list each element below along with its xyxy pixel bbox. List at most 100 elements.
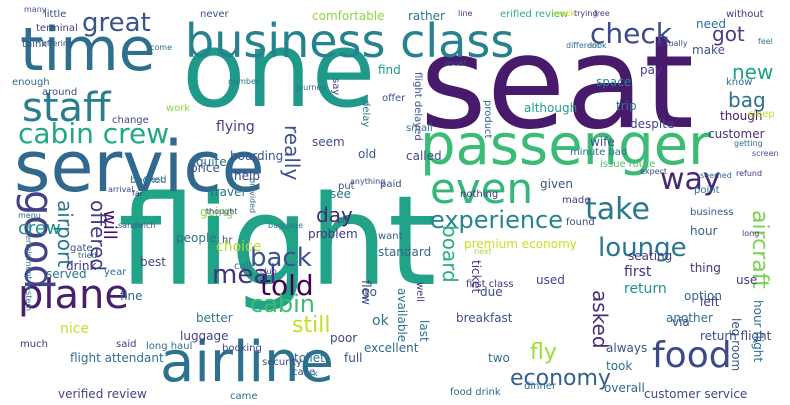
word-tried: tried xyxy=(78,251,97,260)
word-know: know xyxy=(726,77,753,88)
word-leg-room: leg room xyxy=(729,318,743,372)
word-delay: delay xyxy=(360,100,371,128)
word-economy: economy xyxy=(510,366,611,391)
word-security: security xyxy=(262,357,302,368)
word-excellent: excellent xyxy=(364,341,419,355)
word-really: really xyxy=(280,125,304,181)
word-business: business xyxy=(690,207,734,218)
word-pay: pay xyxy=(640,63,663,77)
word-business-class: business class xyxy=(185,14,515,68)
word-price: price xyxy=(190,161,220,175)
word-breakfast: breakfast xyxy=(456,311,513,325)
word-small: small xyxy=(406,123,433,134)
word-although: although xyxy=(524,101,578,115)
word-boarding: boarding xyxy=(230,149,284,163)
word-journey: journey xyxy=(296,83,327,92)
word-year: year xyxy=(104,267,127,278)
word-check: check xyxy=(590,17,672,50)
word-will: will xyxy=(99,210,120,240)
word-least: least xyxy=(144,175,164,184)
word-via: via xyxy=(672,315,690,329)
word-despite: despite xyxy=(630,117,675,131)
word-offer: offer xyxy=(382,93,406,104)
word-help: help xyxy=(234,169,260,183)
word-called: called xyxy=(406,149,442,163)
word-many: many xyxy=(24,5,47,14)
word-come: come xyxy=(150,43,173,52)
word-overall: overall xyxy=(604,381,645,395)
word-fly: fly xyxy=(530,340,557,365)
word-club: club xyxy=(260,267,277,276)
word-feel: feel xyxy=(758,37,773,46)
word-work: work xyxy=(166,103,191,114)
word-food: food xyxy=(652,335,732,376)
word-still: still xyxy=(292,313,331,338)
word-cabin-crew: cabin crew xyxy=(18,117,170,150)
word-want: want xyxy=(378,231,403,242)
word-due: due xyxy=(480,285,503,299)
word-offered: offered xyxy=(86,200,110,272)
word-old: old xyxy=(358,147,377,161)
word-even: even xyxy=(430,164,534,213)
word-product: product xyxy=(482,100,493,139)
word-free: free xyxy=(594,9,610,18)
word-better: better xyxy=(196,311,233,325)
word-entertainment-system: entertainment system xyxy=(24,222,33,312)
word-go: go xyxy=(362,285,377,299)
word-wife: wife xyxy=(590,135,615,149)
word-use: use xyxy=(736,273,758,287)
word-space: space xyxy=(596,75,632,89)
word-drink: drink xyxy=(66,259,97,273)
word-next: next xyxy=(474,247,492,256)
word-sandwich: sandwich xyxy=(118,221,156,230)
word-first: first xyxy=(624,264,652,280)
word-make: make xyxy=(692,43,725,57)
word-arrival: arrival xyxy=(108,185,134,194)
word-say: say xyxy=(330,78,341,96)
word-number: number xyxy=(228,77,260,86)
word-given: given xyxy=(540,177,574,191)
word-meal: meal xyxy=(212,260,277,290)
word-issue-route: issue route xyxy=(600,159,656,170)
word-snack: snack xyxy=(552,9,576,18)
word-point: point xyxy=(694,185,720,196)
word-though: though xyxy=(720,109,763,123)
word-always: always xyxy=(606,341,648,355)
word-quite: quite xyxy=(196,155,227,169)
word-choice: choice xyxy=(216,239,262,255)
word-booked: booked xyxy=(130,175,167,186)
word-rather: rather xyxy=(408,9,445,23)
word-seating: seating xyxy=(628,249,673,263)
word-great: great xyxy=(82,8,151,38)
word-airport: airport xyxy=(53,200,77,268)
word-change: change xyxy=(112,115,149,126)
word-thing: thing xyxy=(690,261,721,275)
word-last: last xyxy=(417,320,431,342)
word-bit: bit xyxy=(336,215,350,226)
word-another: another xyxy=(666,311,713,325)
word-one: one xyxy=(182,9,376,131)
word-passenger: passenger xyxy=(420,113,712,178)
word-little: little xyxy=(44,9,67,20)
word-came: came xyxy=(230,391,258,402)
word-sleep: sleep xyxy=(748,109,775,120)
word-put: put xyxy=(338,181,355,192)
word-refund: refund xyxy=(736,169,763,178)
word-different: different xyxy=(566,41,600,50)
word-problem: problem xyxy=(308,227,358,241)
word-around: around xyxy=(42,87,78,98)
word-ok: ok xyxy=(372,313,389,329)
word-aircraft: aircraft xyxy=(747,210,772,289)
word-full: full xyxy=(344,351,363,365)
word-service: service xyxy=(14,126,265,208)
word-return: return xyxy=(624,281,667,297)
word-made: made xyxy=(562,195,591,206)
word-bag: bag xyxy=(728,88,766,112)
word-never: never xyxy=(200,9,229,20)
word-paid: paid xyxy=(380,179,402,190)
word-dinner: dinner xyxy=(524,381,557,392)
word-ticket: ticket xyxy=(469,260,483,294)
word-thought: thought xyxy=(206,207,238,216)
word-left: left xyxy=(700,295,720,309)
word-day: day xyxy=(316,203,353,227)
